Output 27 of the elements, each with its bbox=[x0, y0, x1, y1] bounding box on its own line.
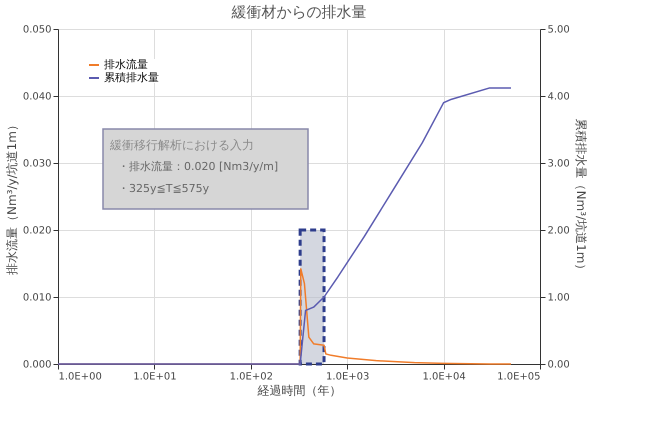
annotation: 緩衝移行解析における入力 bbox=[109, 138, 254, 152]
y-tick-label: 0.020 bbox=[22, 226, 52, 236]
x-tick-label: 1.0E+05 bbox=[497, 372, 540, 382]
y2-tick-label: 5.00 bbox=[548, 24, 570, 36]
chart-title: 緩衝材からの排水量 bbox=[230, 3, 366, 21]
y-tick-label: 0.000 bbox=[22, 360, 52, 370]
x-tick-label: 1.0E+02 bbox=[230, 372, 273, 382]
x-tick-label: 1.0E+04 bbox=[422, 372, 466, 382]
y-tick-label: 0.040 bbox=[22, 92, 52, 102]
y-axis-title: 排水流量（Nm³/y/坑道1m） bbox=[4, 119, 19, 275]
y2-axis-title: 累積排水量（Nm³/坑道1m） bbox=[574, 118, 588, 276]
x-tick-label: 1.0E+00 bbox=[58, 372, 102, 382]
x-tick-label: 1.0E+01 bbox=[133, 372, 177, 382]
x-tick-label: 1.0E+03 bbox=[326, 372, 370, 382]
x-axis-title: 経過時間（年） bbox=[256, 384, 342, 398]
y2-tick-label: 2.00 bbox=[548, 226, 570, 236]
y2-tick-label: 0.00 bbox=[548, 360, 570, 370]
y2-tick-label: 3.00 bbox=[548, 158, 570, 170]
legend-label: 排水流量 bbox=[104, 58, 148, 71]
annotation: ・325y≦T≦575y bbox=[118, 182, 210, 195]
y2-tick-label: 1.00 bbox=[548, 292, 570, 304]
y-tick-label: 0.030 bbox=[22, 158, 52, 170]
y2-tick-label: 4.00 bbox=[548, 92, 570, 102]
y-tick-label: 0.050 bbox=[22, 24, 52, 36]
annotation: ・排水流量：0.020 [Nm3/y/m] bbox=[118, 160, 278, 173]
y-tick-label: 0.010 bbox=[22, 292, 52, 304]
legend-label: 累積排水量 bbox=[104, 71, 159, 84]
